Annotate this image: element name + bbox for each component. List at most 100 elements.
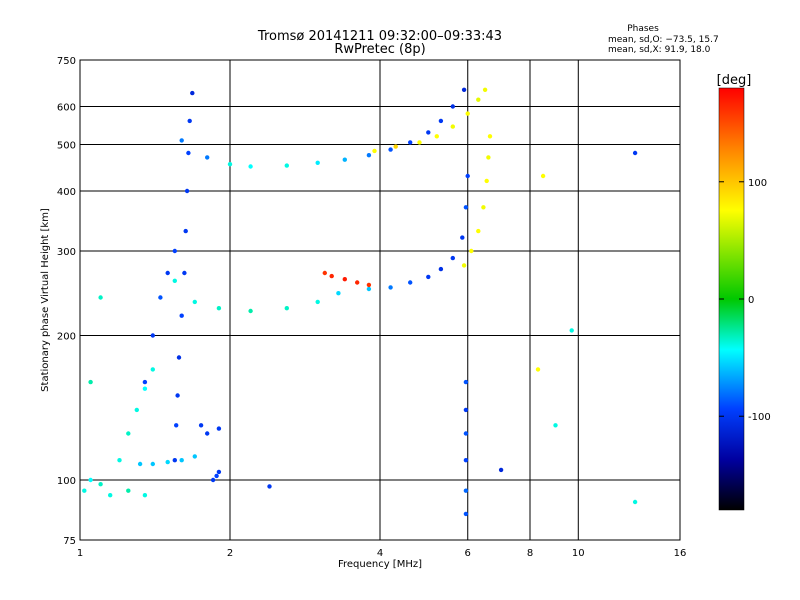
data-point [535, 367, 541, 372]
y-tick-label: 750 [57, 56, 76, 67]
data-point [487, 134, 493, 139]
x-axis-label: Frequency [MHz] [338, 559, 422, 570]
x-tick-label: 4 [377, 548, 383, 559]
data-point [393, 144, 398, 149]
data-point [205, 155, 210, 160]
grid-lines [80, 60, 680, 540]
data-point [632, 150, 638, 156]
data-point [108, 493, 113, 498]
data-point [366, 153, 372, 158]
data-point [227, 162, 233, 167]
data-point [137, 461, 143, 467]
data-point [463, 458, 469, 463]
data-point [216, 426, 222, 431]
data-point [150, 367, 155, 372]
data-point [450, 255, 455, 261]
data-point [315, 160, 320, 165]
data-point [126, 488, 131, 493]
data-point [450, 104, 455, 109]
axis-ticks: 1 2 4 6 8 10 16 75 100 200 300 400 500 600 750 [57, 56, 686, 559]
data-point [216, 469, 222, 475]
x-tick-label: 6 [465, 548, 471, 559]
colorbar-tick-label: 0 [748, 295, 754, 306]
x-tick-label: 2 [227, 548, 233, 559]
data-point [150, 461, 155, 467]
x-tick-label: 16 [674, 548, 687, 559]
y-tick-label: 400 [57, 187, 76, 198]
y-tick-label: 500 [57, 141, 76, 152]
data-point [465, 111, 470, 116]
y-tick-label: 600 [57, 103, 76, 114]
data-points [82, 87, 638, 517]
data-point [476, 97, 481, 102]
data-point [434, 134, 439, 139]
data-point [388, 285, 393, 290]
chart-subtitle: RwPretec (8p) [334, 42, 425, 57]
data-point [179, 313, 184, 318]
data-point [540, 173, 546, 179]
data-point [465, 173, 470, 179]
data-point [498, 467, 504, 473]
data-point [186, 150, 191, 156]
data-point [248, 164, 253, 169]
colorbar-ticks: 100 0 -100 [719, 178, 771, 423]
data-point [210, 477, 216, 483]
data-point [481, 205, 486, 210]
data-point [322, 270, 327, 276]
data-point [172, 278, 177, 283]
data-point [463, 488, 469, 493]
data-point [463, 511, 469, 517]
data-point [142, 493, 148, 498]
data-point [463, 205, 469, 210]
data-point [98, 482, 103, 487]
data-point [187, 118, 192, 124]
data-point [461, 87, 467, 93]
data-point [172, 248, 177, 254]
data-point [192, 299, 197, 305]
data-point [408, 140, 413, 145]
data-point [315, 299, 320, 305]
data-point [248, 308, 253, 314]
data-point [150, 333, 155, 338]
data-point [82, 488, 87, 493]
data-point [216, 306, 222, 311]
phase-info-line1: mean, sd,O: −73.5, 15.7 [608, 35, 719, 45]
data-point [632, 499, 638, 505]
data-point [450, 124, 455, 129]
data-point [426, 274, 431, 280]
data-point [284, 163, 289, 168]
data-point [342, 277, 347, 282]
data-point [192, 454, 197, 459]
data-point [553, 423, 558, 428]
phase-info-line2: mean, sd,X: 91.9, 18.0 [608, 45, 711, 55]
data-point [463, 407, 469, 413]
y-tick-label: 75 [63, 536, 76, 547]
data-point [142, 386, 148, 391]
data-point [205, 431, 210, 436]
data-point [366, 286, 372, 292]
data-point [179, 458, 184, 463]
x-tick-label: 1 [77, 548, 83, 559]
data-point [355, 280, 360, 285]
data-point [438, 118, 444, 124]
data-point [476, 228, 481, 234]
data-point [469, 248, 474, 254]
data-point [179, 138, 184, 143]
data-point [388, 147, 393, 152]
data-point [190, 90, 195, 96]
chart-title: Tromsø 20141211 09:32:00–09:33:43 [257, 29, 502, 44]
data-point [134, 407, 139, 413]
data-point [461, 263, 467, 268]
data-point [284, 306, 289, 311]
data-point [408, 280, 413, 285]
data-point [463, 431, 469, 436]
data-point [460, 235, 465, 240]
data-point [372, 148, 377, 154]
data-point [183, 228, 188, 234]
y-tick-label: 200 [57, 332, 76, 343]
data-point [184, 188, 190, 194]
data-point [172, 458, 177, 463]
data-point [126, 431, 131, 436]
data-point [142, 379, 148, 385]
